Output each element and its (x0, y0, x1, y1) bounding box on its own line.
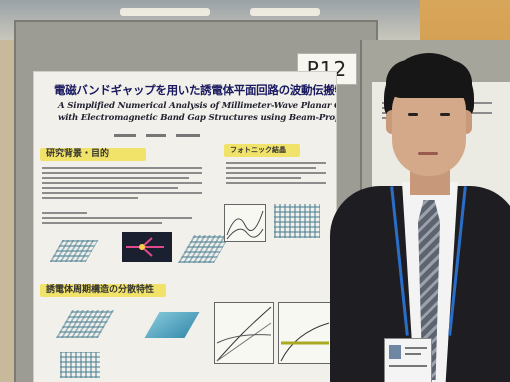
band-diagram-figure (224, 204, 266, 242)
photonic-crystal-text (226, 162, 326, 187)
poster-subtitle-line-1: A Simplified Numerical Analysis of Milli… (58, 101, 336, 111)
ceiling-light (120, 8, 210, 16)
ceiling-light (250, 8, 320, 16)
badge-photo (389, 345, 401, 359)
section-heading-background: 研究背景・目的 (40, 148, 146, 161)
presenter-tie (418, 200, 440, 380)
periodic-lattice-figure (49, 240, 99, 262)
poster-title: 電磁バンドギャップを用いた誘電体平面回路の波動伝搬特性 (54, 83, 336, 97)
section-heading-dispersion: 誘電体周期構造の分散特性 (40, 284, 166, 297)
dispersion-grid-figure (60, 352, 100, 378)
research-poster: 電磁バンドギャップを用いた誘電体平面回路の波動伝搬特性 A Simplified… (34, 72, 336, 382)
name-badge (384, 338, 432, 382)
field-simulation-figure (122, 232, 172, 262)
section-heading-photonic-crystal: フォトニック結晶 (224, 144, 300, 157)
dispersion-plot-2 (278, 302, 332, 364)
poster-subtitle-line-2: with Electromagnetic Band Gap Structures… (58, 113, 336, 123)
dispersion-lattice-figure (55, 310, 115, 338)
crystal-lattice-figure (274, 204, 320, 238)
presenter-eye (408, 113, 418, 116)
background-section-text (42, 167, 202, 202)
poster-authors (114, 125, 314, 137)
background-section-notes (42, 212, 192, 227)
dispersion-model-figure (144, 312, 200, 338)
presenter-eye (440, 113, 450, 116)
presenter-fringe (386, 60, 472, 98)
waveguide-structure-figure (177, 235, 231, 263)
presenter-mouth (418, 152, 438, 155)
dispersion-plot-1 (214, 302, 274, 364)
